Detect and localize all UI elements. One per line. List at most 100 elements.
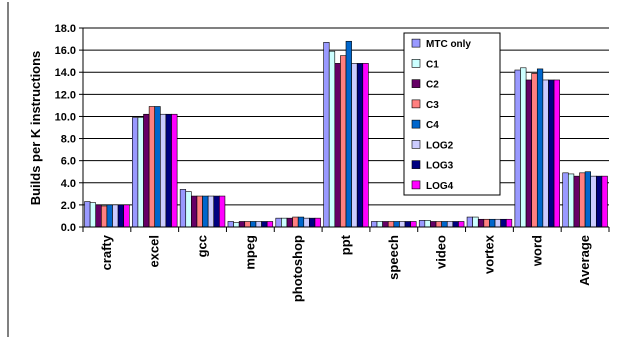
bar-crafty-LOG4 xyxy=(123,204,130,228)
bar-vortex-C3 xyxy=(483,218,490,228)
y-tick-label: 0.0 xyxy=(61,222,76,234)
legend-swatch-LOG2 xyxy=(411,140,421,149)
bar-excel-C1 xyxy=(137,117,144,228)
bar-photoshop-C1 xyxy=(281,217,288,228)
bar-crafty-C2 xyxy=(95,204,102,228)
bar-speech-LOG2 xyxy=(399,221,406,228)
bar-gcc-LOG2 xyxy=(207,195,215,228)
bar-excel-LOG4 xyxy=(171,113,178,228)
bar-Average-LOG3 xyxy=(595,175,603,228)
legend-label: LOG2 xyxy=(426,140,454,151)
bar-word-C1 xyxy=(520,67,527,228)
bar-excel-MTC only xyxy=(132,117,139,228)
bar-excel-C3 xyxy=(148,106,156,228)
bar-speech-C2 xyxy=(382,221,389,228)
bar-photoshop-MTC only xyxy=(275,217,282,228)
bar-mpeg-C1 xyxy=(233,222,240,228)
x-tick-label: speech xyxy=(386,235,401,280)
bar-excel-C2 xyxy=(143,113,150,228)
bar-mpeg-C2 xyxy=(238,221,246,228)
bar-speech-C3 xyxy=(387,221,395,228)
bar-photoshop-LOG2 xyxy=(303,217,310,228)
bar-Average-C4 xyxy=(584,171,591,228)
bar-vortex-LOG4 xyxy=(505,218,513,228)
bar-ppt-LOG2 xyxy=(351,63,358,228)
bar-Average-C3 xyxy=(579,172,586,228)
bar-crafty-LOG3 xyxy=(117,204,125,228)
legend-label: MTC only xyxy=(426,39,471,50)
y-tick-label: 18.0 xyxy=(55,23,76,35)
bar-word-LOG2 xyxy=(542,79,549,228)
y-tick-label: 4.0 xyxy=(61,178,76,190)
bar-speech-MTC only xyxy=(371,221,378,228)
bar-gcc-C3 xyxy=(196,195,203,228)
bar-crafty-MTC only xyxy=(84,201,91,228)
bar-Average-C1 xyxy=(567,173,575,228)
bar-vortex-LOG2 xyxy=(494,218,501,228)
bar-crafty-C1 xyxy=(89,202,97,228)
legend-swatch-C3 xyxy=(411,99,421,109)
bar-crafty-C3 xyxy=(101,205,108,228)
y-tick-label: 6.0 xyxy=(61,156,76,168)
y-tick-label: 14.0 xyxy=(55,67,76,79)
bar-mpeg-C3 xyxy=(244,221,251,228)
bar-video-LOG3 xyxy=(452,221,459,228)
bar-mpeg-C4 xyxy=(250,221,257,228)
bar-ppt-C3 xyxy=(340,55,347,228)
bars xyxy=(84,40,608,228)
legend-swatch-C1 xyxy=(411,59,421,68)
x-tick-labels: crafty excel gcc mpeg photoshop ppt speech vide… xyxy=(99,234,592,302)
x-tick-label: gcc xyxy=(195,235,210,257)
bar-vortex-C4 xyxy=(489,218,496,228)
axes xyxy=(7,2,610,337)
bar-word-C3 xyxy=(531,73,538,228)
legend-swatch-C2 xyxy=(411,79,421,88)
bar-speech-C4 xyxy=(393,221,400,228)
legend-label: C3 xyxy=(426,100,439,111)
bar-speech-C1 xyxy=(376,221,383,228)
bar-photoshop-LOG3 xyxy=(309,217,316,228)
bar-word-LOG3 xyxy=(548,79,555,228)
bar-vortex-LOG3 xyxy=(500,218,507,228)
bar-vortex-C1 xyxy=(472,216,479,228)
bar-excel-C4 xyxy=(154,106,161,228)
x-tick-label: crafty xyxy=(99,234,114,270)
x-tick-label: video xyxy=(434,235,449,269)
bar-excel-LOG2 xyxy=(160,113,167,228)
legend-swatch-LOG4 xyxy=(411,180,421,190)
bar-mpeg-LOG4 xyxy=(266,221,274,228)
y-tick-labels: 0.0 2.0 4.0 6.0 8.0 10.0 12.0 14.0 16.0 18.0 xyxy=(55,23,76,234)
bar-crafty-LOG2 xyxy=(112,204,119,228)
bar-ppt-LOG3 xyxy=(356,63,364,228)
bar-Average-MTC only xyxy=(562,172,569,228)
bar-ppt-MTC only xyxy=(323,42,330,228)
bar-word-C4 xyxy=(536,68,544,228)
bar-video-C3 xyxy=(435,221,442,228)
bar-mpeg-LOG2 xyxy=(255,221,262,228)
bar-crafty-C4 xyxy=(106,204,113,228)
legend-swatch-MTC only xyxy=(411,38,421,48)
x-tick-label: photoshop xyxy=(290,235,305,302)
bar-ppt-C1 xyxy=(328,50,336,228)
bar-photoshop-C2 xyxy=(286,217,293,228)
x-tick-label: Average xyxy=(577,235,592,286)
bar-word-LOG4 xyxy=(553,79,560,228)
bar-photoshop-C3 xyxy=(292,216,299,228)
bar-Average-LOG2 xyxy=(590,175,597,228)
bar-video-LOG2 xyxy=(446,221,454,228)
bar-gcc-LOG4 xyxy=(219,195,226,228)
bar-ppt-C2 xyxy=(334,63,341,228)
x-tick-label: ppt xyxy=(338,234,353,255)
y-tick-label: 2.0 xyxy=(61,200,76,212)
x-tick-label: excel xyxy=(147,235,162,268)
bar-mpeg-MTC only xyxy=(227,221,234,228)
bar-gcc-C2 xyxy=(191,195,198,228)
bar-mpeg-LOG3 xyxy=(261,221,268,228)
bar-video-C1 xyxy=(424,220,431,228)
x-tick-label: vortex xyxy=(481,234,496,274)
bar-Average-LOG4 xyxy=(601,175,608,228)
y-axis-title: Builds per K instructions xyxy=(28,51,43,206)
bar-video-C4 xyxy=(441,221,448,228)
bar-ppt-LOG4 xyxy=(362,63,369,228)
bar-gcc-MTC only xyxy=(179,189,187,228)
